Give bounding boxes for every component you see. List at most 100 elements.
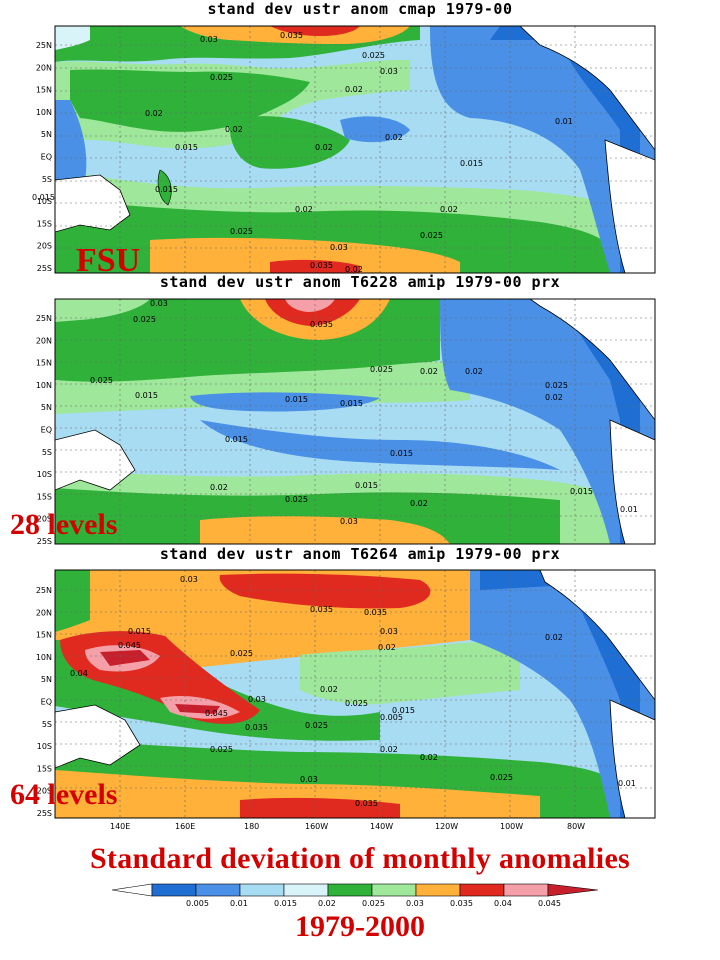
contour-label: 0.02	[345, 85, 363, 94]
lat-label: 5S	[42, 720, 52, 729]
colorbar-tick-label: 0.045	[538, 899, 561, 908]
colorbar-tick-label: 0.015	[274, 899, 297, 908]
contour-label: 0.03	[380, 67, 398, 76]
contour-label: 0.045	[205, 709, 228, 718]
contour-label: 0.015	[225, 435, 248, 444]
contour-label: 0.015	[175, 143, 198, 152]
contour-label: 0.02	[420, 753, 438, 762]
contour-label: 0.035	[310, 261, 333, 270]
caption: Standard deviation of monthly anomalies	[89, 842, 631, 875]
contour-label: 0.01	[555, 117, 573, 126]
contour-label: 0.03	[180, 575, 198, 584]
lat-label: 5S	[42, 175, 52, 184]
contour-label: 0.015	[340, 399, 363, 408]
contour-label: 0.03	[200, 35, 218, 44]
colorbar-tick-label: 0.025	[362, 899, 385, 908]
contour-label: 0.025	[545, 381, 568, 390]
colorbar-segment	[415, 883, 461, 897]
lon-label: 160E	[175, 822, 196, 831]
lon-label: 140W	[370, 822, 394, 831]
contour-label: 0.02	[378, 643, 396, 652]
contour-label: 0.02	[440, 205, 458, 214]
lat-label: 10S	[37, 742, 52, 751]
contour-label: 0.025	[420, 231, 443, 240]
contour-label: 0.035	[355, 799, 378, 808]
lat-label: 5N	[41, 675, 52, 684]
contour-label: 0.01	[620, 505, 638, 514]
contour-label: 0.02	[545, 393, 563, 402]
contour-label: 0.035	[280, 31, 303, 40]
contour-label: 0.015	[128, 627, 151, 636]
colorbar-segment	[195, 883, 241, 897]
lat-label: EQ	[41, 426, 52, 435]
lat-label: 20N	[36, 336, 52, 345]
lon-label: 140E	[110, 822, 131, 831]
lat-label: 20S	[37, 242, 52, 251]
contour-labels: 0.03 0.035 0.025 0.03 0.025 0.02 0.02 0.02 0.02 0…	[32, 31, 638, 808]
contour-label: 0.02	[295, 205, 313, 214]
panel-1-field	[55, 26, 655, 273]
contour-label: 0.045	[118, 641, 141, 650]
contour-label: 0.02	[145, 109, 163, 118]
contour-label: 0.02	[210, 483, 228, 492]
contour-label: 0.025	[230, 649, 253, 658]
contour-label: 0.025	[490, 773, 513, 782]
contour-label: 0.01	[618, 779, 636, 788]
lat-label: 15S	[37, 219, 52, 228]
contour-label: 0.035	[310, 320, 333, 329]
contour-label: 0.025	[210, 745, 233, 754]
lat-label: 15S	[37, 492, 52, 501]
colorbar-tick-label: 0.02	[318, 899, 336, 908]
lat-label: EQ	[41, 153, 52, 162]
contour-label: 0.025	[210, 73, 233, 82]
contour-label: 0.04	[70, 669, 88, 678]
lat-label: 10N	[36, 381, 52, 390]
contour-label: 0.02	[385, 133, 403, 142]
colorbar-tick-label: 0.04	[494, 899, 512, 908]
panel-1-label: FSU	[76, 242, 141, 279]
contour-label: 0.035	[310, 605, 333, 614]
lon-label: 100W	[500, 822, 524, 831]
contour-label: 0.03	[380, 627, 398, 636]
contour-label: 0.025	[305, 721, 328, 730]
lat-label: 10N	[36, 108, 52, 117]
panel-2-field	[55, 299, 655, 544]
graticule	[55, 26, 655, 818]
contour-label: 0.03	[340, 517, 358, 526]
contour-label: 0.025	[90, 376, 113, 385]
contour-label: 0.02	[465, 367, 483, 376]
lon-label: 160W	[305, 822, 329, 831]
lat-label: 15N	[36, 86, 52, 95]
contour-label: 0.015	[155, 185, 178, 194]
panel-3-title: stand dev ustr anom T6264 amip 1979-00 p…	[159, 545, 561, 563]
contour-label: 0.02	[315, 143, 333, 152]
panel-2-title: stand dev ustr anom T6228 amip 1979-00 p…	[159, 273, 561, 291]
contour-label: 0.035	[364, 608, 387, 617]
contour-label: 0.025	[370, 365, 393, 374]
contour-label: 0.03	[300, 775, 318, 784]
contour-label: 0.005	[380, 713, 403, 722]
lat-label: 10S	[37, 197, 52, 206]
lon-label: 80W	[567, 822, 586, 831]
contour-label: 0.03	[330, 243, 348, 252]
contour-label: 0.025	[362, 51, 385, 60]
lat-label: 15N	[36, 359, 52, 368]
lon-label: 120W	[435, 822, 459, 831]
lat-label: 10N	[36, 653, 52, 662]
lat-label: 5S	[42, 448, 52, 457]
lat-label: 15S	[37, 764, 52, 773]
contour-label: 0.02	[380, 745, 398, 754]
panel-2-label: 28 levels	[10, 508, 118, 541]
colorbar-low-arrow	[111, 883, 153, 897]
colorbar-segment	[371, 883, 417, 897]
colorbar-segment	[503, 883, 549, 897]
lon-label: 180	[244, 822, 260, 831]
lat-label: 10S	[37, 470, 52, 479]
years-label: 1979-2000	[295, 910, 425, 943]
contour-label: 0.03	[248, 695, 266, 704]
contour-label: 0.015	[355, 481, 378, 490]
lat-label: 25N	[36, 314, 52, 323]
lat-label: 5N	[41, 130, 52, 139]
lat-label: EQ	[41, 698, 52, 707]
lat-label: 25N	[36, 41, 52, 50]
